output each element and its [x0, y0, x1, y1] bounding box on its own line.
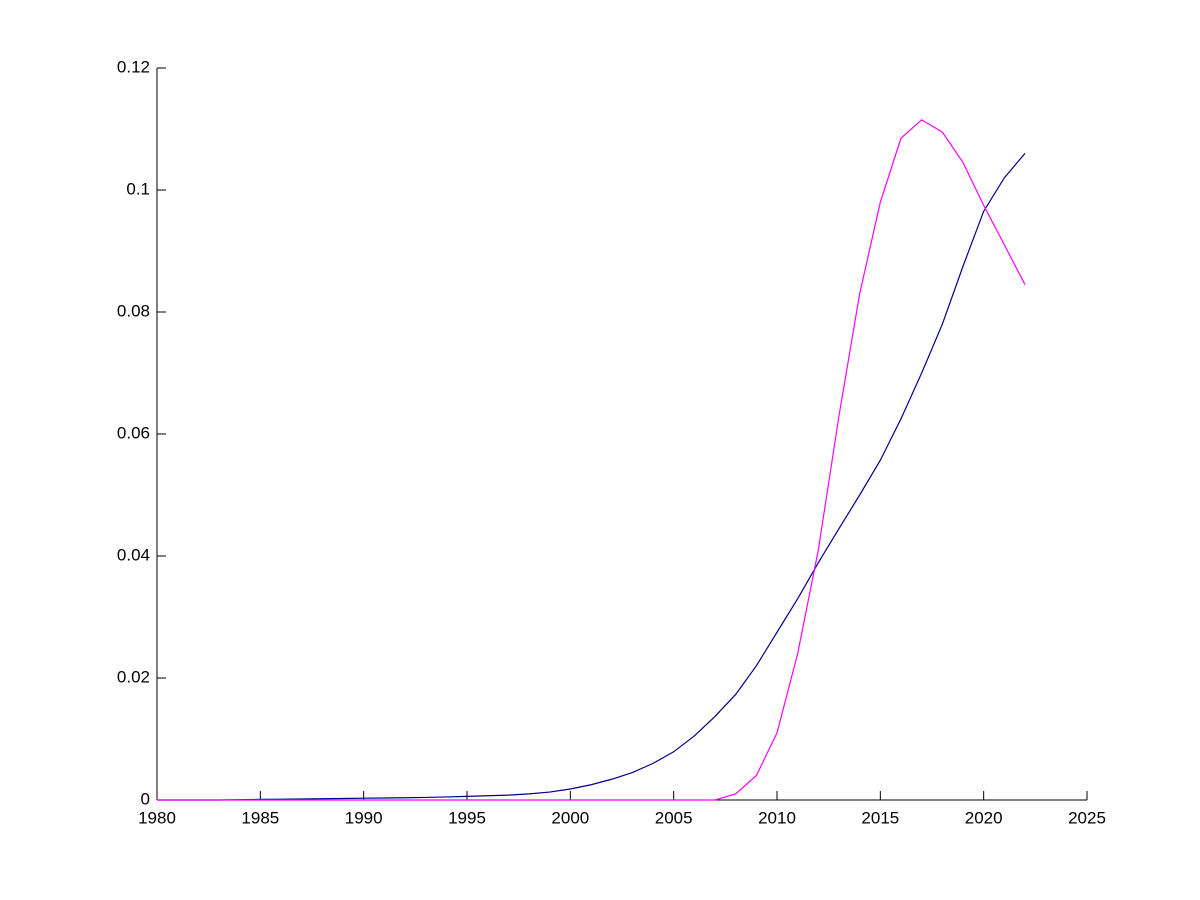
x-tick-label: 1995 [448, 808, 486, 827]
x-tick-label: 2010 [758, 808, 796, 827]
data-line [157, 153, 1026, 801]
x-tick-label: 1980 [138, 808, 176, 827]
x-tick-label: 2025 [1068, 808, 1106, 827]
data-line [157, 119, 1026, 801]
y-tick-label: 0.02 [117, 667, 150, 686]
x-tick-label: 2015 [861, 808, 899, 827]
x-tick-label: 1985 [241, 808, 279, 827]
y-tick-label: 0 [141, 789, 150, 808]
x-tick-label: 2005 [655, 808, 693, 827]
x-tick-label: 2000 [551, 808, 589, 827]
x-tick-label: 2020 [965, 808, 1003, 827]
y-tick-label: 0.08 [117, 301, 150, 320]
x-tick-label: 1990 [345, 808, 383, 827]
y-tick-label: 0.12 [117, 57, 150, 76]
y-tick-label: 0.1 [126, 179, 150, 198]
y-tick-label: 0.04 [117, 545, 150, 564]
y-tick-label: 0.06 [117, 423, 150, 442]
